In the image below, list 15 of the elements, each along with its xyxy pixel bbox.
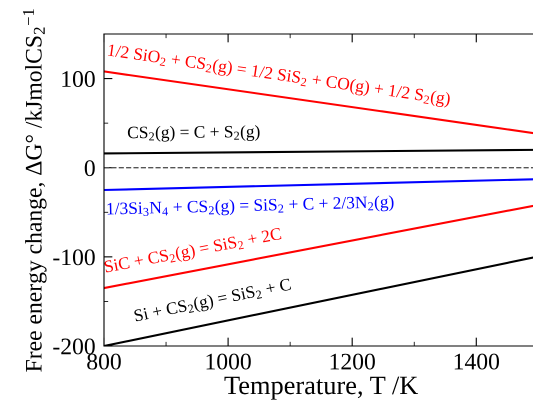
series-label: CS$_{2}$(g) = C + S$_{2}$(g) — [128, 125, 260, 142]
x-tick-label: 1400 — [454, 354, 499, 370]
y-tick-label: -200 — [53, 338, 95, 354]
y-tick-label: 100 — [62, 71, 95, 87]
x-axis-title: Temperature, T /K — [224, 376, 418, 400]
text: SiC + CS$_{2}$(g) = SiS$_{2}$ + 2C — [104, 227, 282, 276]
y-tick-label: -100 — [53, 249, 95, 266]
text: 1/3Si$_{3}$N$_{4}$ + CS$_{2}$(g) = SiS$_{2}$ + C + 2/3N$_{2}$(g) — [107, 195, 394, 216]
x-tick-label: 1200 — [330, 354, 375, 370]
x-tick-label: 1000 — [206, 354, 251, 370]
text: 1/2 SiO$_{2}$ + CS$_{2}$(g) = 1/2 SiS$_{2}$ + CO(g) + 1/2 S$_{2}$(g) — [108, 44, 451, 108]
y-tick-label: 0 — [84, 160, 95, 176]
y-axis-title: Free energy change, ΔG° /kJmolCS$_{2}$$^{−1}$ — [22, 9, 47, 372]
text: Si + CS$_{2}$(g) = SiS$_{2}$ + C — [134, 278, 292, 326]
x-tick-label: 800 — [87, 354, 121, 370]
